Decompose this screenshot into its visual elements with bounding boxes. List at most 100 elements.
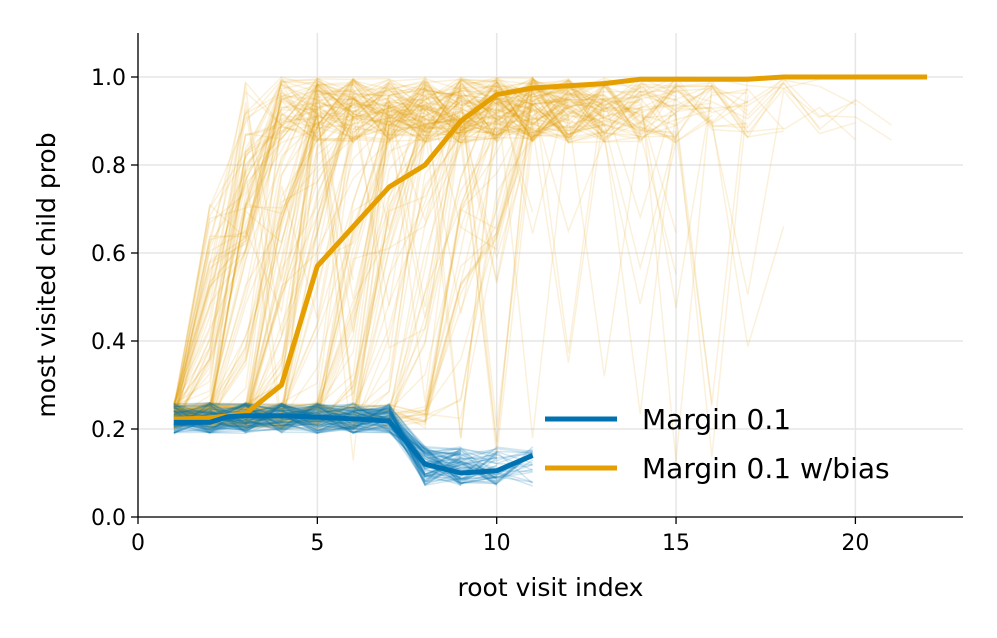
bias-trace-line [173,82,785,429]
bias-trace-line [173,81,677,423]
margin-trace-line [173,412,533,470]
bias-trace-line [173,85,354,409]
bias-trace-line [173,118,354,413]
bias-trace-line [173,90,605,438]
bias-trace-line [173,82,712,429]
bias-trace-line [173,77,748,430]
bias-trace-line [173,79,354,410]
x-tick-label: 20 [841,531,869,556]
bias-trace-line [173,97,426,404]
bias-trace-line [173,79,641,408]
margin-trace-line [173,406,534,479]
bias-trace-line [173,83,641,428]
bias-trace-line [173,82,677,420]
bias-trace-line [173,83,497,425]
bias-trace-line [173,80,605,429]
margin-trace-line [173,404,462,486]
bias-trace-line [173,85,677,456]
margin-trace-line [173,408,497,479]
margin-trace-line [173,408,534,485]
margin-trace-line [173,402,533,484]
bias-trace-line [173,82,354,405]
bias-trace-line [173,89,533,430]
bias-trace-line [173,90,605,425]
bias-trace-line [173,79,533,415]
bias-trace-line [173,76,713,424]
bias-trace-line [173,82,354,428]
margin-trace-line [173,403,461,455]
bias-trace-line [173,77,534,430]
bias-trace-line [173,88,569,417]
bias-trace-line [173,92,605,409]
bias-trace-line [173,81,677,412]
bias-trace-line [173,105,390,413]
x-axis-label: root visit index [458,573,644,602]
y-tick-label: 0.2 [91,418,126,443]
bias-trace-line [173,82,641,430]
bias-trace-line [173,86,605,418]
bias-trace-line [173,106,354,423]
bias-trace-line [173,78,677,409]
bias-trace-line [173,79,605,420]
bias-trace-line [173,79,426,406]
bias-trace-line [173,88,748,430]
bias-trace-line [173,107,426,461]
bias-trace-line [173,83,570,412]
margin-trace-line [173,402,461,453]
bias-trace-line [173,91,641,428]
bias-trace-line [173,82,498,404]
x-tick-label: 15 [662,531,690,556]
margin-trace-line [173,403,533,487]
bias-trace-line [173,93,677,430]
bias-trace-line [173,83,785,430]
bias-trace-line [173,79,569,429]
margin-trace-line [173,405,533,483]
bias-trace-line [173,80,641,408]
bias-trace-line [173,79,677,421]
margin-trace-line [173,410,533,476]
x-tick-label: 10 [483,531,511,556]
bias-trace-line [173,82,354,419]
bias-trace-line [173,89,534,406]
bias-trace-line [173,76,569,428]
legend-label: Margin 0.1 [642,403,791,436]
bias-trace-line [173,77,569,427]
margin-trace-line [173,415,498,473]
bias-trace-line [173,76,569,447]
margin-trace-line [173,401,497,483]
bias-trace-line [173,92,498,415]
y-tick-label: 0.8 [91,154,126,179]
bias-trace-line [173,84,426,420]
bias-trace-line [173,79,569,430]
margin-trace-line [173,401,533,485]
series-line-margin-0-1 [173,413,534,476]
bias-trace-line [173,99,533,429]
y-tick-label: 0.6 [91,242,126,267]
margin-trace-line [173,402,497,486]
bias-trace-line [173,77,498,413]
bias-trace-line [173,77,569,417]
bias-trace-line [173,87,534,423]
bias-trace-line [173,77,570,423]
bias-trace-line [173,86,749,425]
bias-trace-line [173,86,605,430]
margin-trace-line [173,411,534,485]
margin-trace-line [173,404,497,456]
x-tick-label: 5 [310,531,324,556]
margin-trace-line [173,410,534,483]
bias-trace-line [173,77,569,429]
bias-trace-line [173,76,785,462]
bias-trace-line [173,79,426,417]
bias-trace-line [173,97,390,408]
bias-trace-line [173,75,605,427]
tick-labels: 0 5 10 15 20 0.0 0.2 0.4 0.6 0.8 1.0 [91,66,869,556]
bias-trace-line [173,79,856,424]
x-tick-label: 0 [131,531,145,556]
bias-trace-line [173,98,533,429]
bias-trace-line [173,84,712,425]
bias-trace-line [173,79,677,424]
bias-trace-line [173,118,461,426]
bias-trace-line [173,116,569,424]
bias-trace-line [173,100,462,428]
